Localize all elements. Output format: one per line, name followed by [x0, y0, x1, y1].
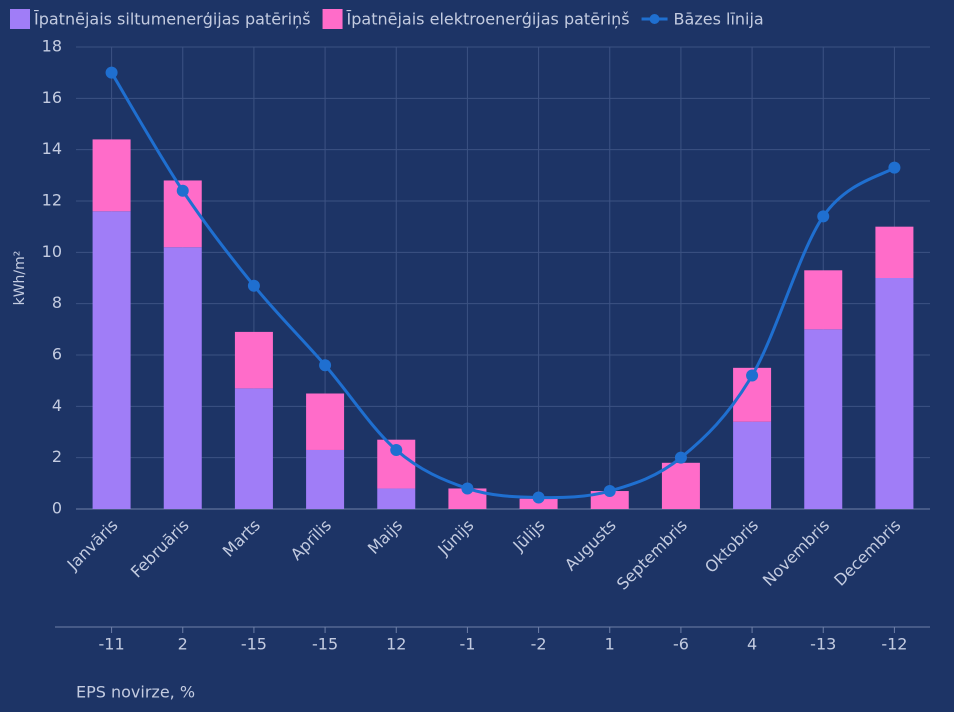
- bar: [234, 388, 273, 509]
- x-tick-label: Novembris: [759, 516, 833, 590]
- y-axis-label: kWh/m²: [12, 251, 28, 306]
- line-marker: [390, 443, 403, 456]
- x-tick-label: Septembris: [613, 516, 691, 594]
- bar: [377, 488, 416, 509]
- line-marker: [532, 491, 545, 504]
- y-tick-label: 2: [52, 447, 62, 466]
- line-marker: [176, 184, 189, 197]
- legend-label: Īpatnējais elektroenerģijas patēriņš: [347, 10, 630, 29]
- legend-swatch: [10, 9, 30, 29]
- bar: [875, 226, 914, 278]
- legend-item: Īpatnējais elektroenerģijas patēriņš: [322, 9, 630, 29]
- line-marker: [603, 485, 616, 498]
- y-tick-label: 4: [52, 396, 62, 415]
- legend-dot: [649, 14, 660, 24]
- x-tick-label: Jūlijs: [509, 516, 549, 556]
- y-tick-label: 14: [42, 139, 62, 158]
- bar: [590, 491, 629, 509]
- y-tick-label: 8: [52, 293, 62, 312]
- bar: [92, 211, 131, 509]
- bar: [661, 462, 700, 509]
- x-tick-label: Oktobris: [701, 516, 762, 577]
- x-tick-label: Februāris: [127, 516, 193, 582]
- bar: [804, 270, 843, 330]
- bar: [306, 449, 345, 509]
- line-marker: [746, 369, 759, 382]
- x-tick-label: Decembris: [830, 516, 904, 590]
- x-tick-label: Augusts: [561, 516, 620, 575]
- deviation-title: EPS novirze, %: [76, 683, 195, 702]
- bar: [448, 488, 487, 509]
- legend-swatch: [322, 9, 343, 29]
- legend-label: Bāzes līnija: [674, 10, 764, 29]
- x-tick-label: Janvāris: [63, 516, 122, 575]
- deviation-label: -13: [810, 635, 836, 654]
- y-tick-label: 10: [42, 242, 62, 261]
- deviation-label: -15: [241, 635, 267, 654]
- line-marker: [817, 210, 830, 223]
- y-tick-label: 16: [42, 88, 62, 107]
- line-marker: [888, 161, 901, 174]
- deviation-label: -12: [881, 635, 907, 654]
- legend-item: Bāzes līnija: [641, 10, 764, 29]
- line: [110, 71, 896, 500]
- bar: [733, 421, 772, 509]
- line-marker: [461, 482, 474, 495]
- deviation-label: 2: [178, 635, 188, 654]
- line-marker: [105, 66, 118, 79]
- bar: [804, 329, 843, 509]
- line-marker: [674, 451, 687, 464]
- line-marker: [319, 359, 332, 372]
- bar: [306, 393, 345, 450]
- bar: [519, 498, 558, 509]
- deviation-label: 12: [386, 635, 406, 654]
- bar: [163, 247, 202, 509]
- y-tick-label: 12: [42, 191, 62, 210]
- line-marker: [247, 279, 260, 292]
- deviation-label: -6: [673, 635, 689, 654]
- x-tick-label: Jūnijs: [433, 516, 477, 560]
- x-tick-label: Marts: [219, 516, 264, 561]
- legend-label: Īpatnējais siltumenerģijas patēriņš: [34, 10, 311, 29]
- bar: [234, 331, 273, 389]
- y-tick-label: 6: [52, 345, 62, 364]
- y-tick-label: 0: [52, 499, 62, 518]
- deviation-label: 4: [747, 635, 757, 654]
- deviation-label: 1: [605, 635, 615, 654]
- bar: [92, 139, 131, 212]
- x-tick-label: Maijs: [364, 516, 406, 558]
- x-tick-label: Aprīlis: [287, 516, 335, 564]
- deviation-label: -2: [531, 635, 547, 654]
- y-tick-label: 18: [42, 37, 62, 56]
- deviation-label: -15: [312, 635, 338, 654]
- deviation-label: -11: [99, 635, 125, 654]
- deviation-label: -1: [459, 635, 475, 654]
- bar: [875, 278, 914, 509]
- legend-item: Īpatnējais siltumenerģijas patēriņš: [10, 9, 311, 29]
